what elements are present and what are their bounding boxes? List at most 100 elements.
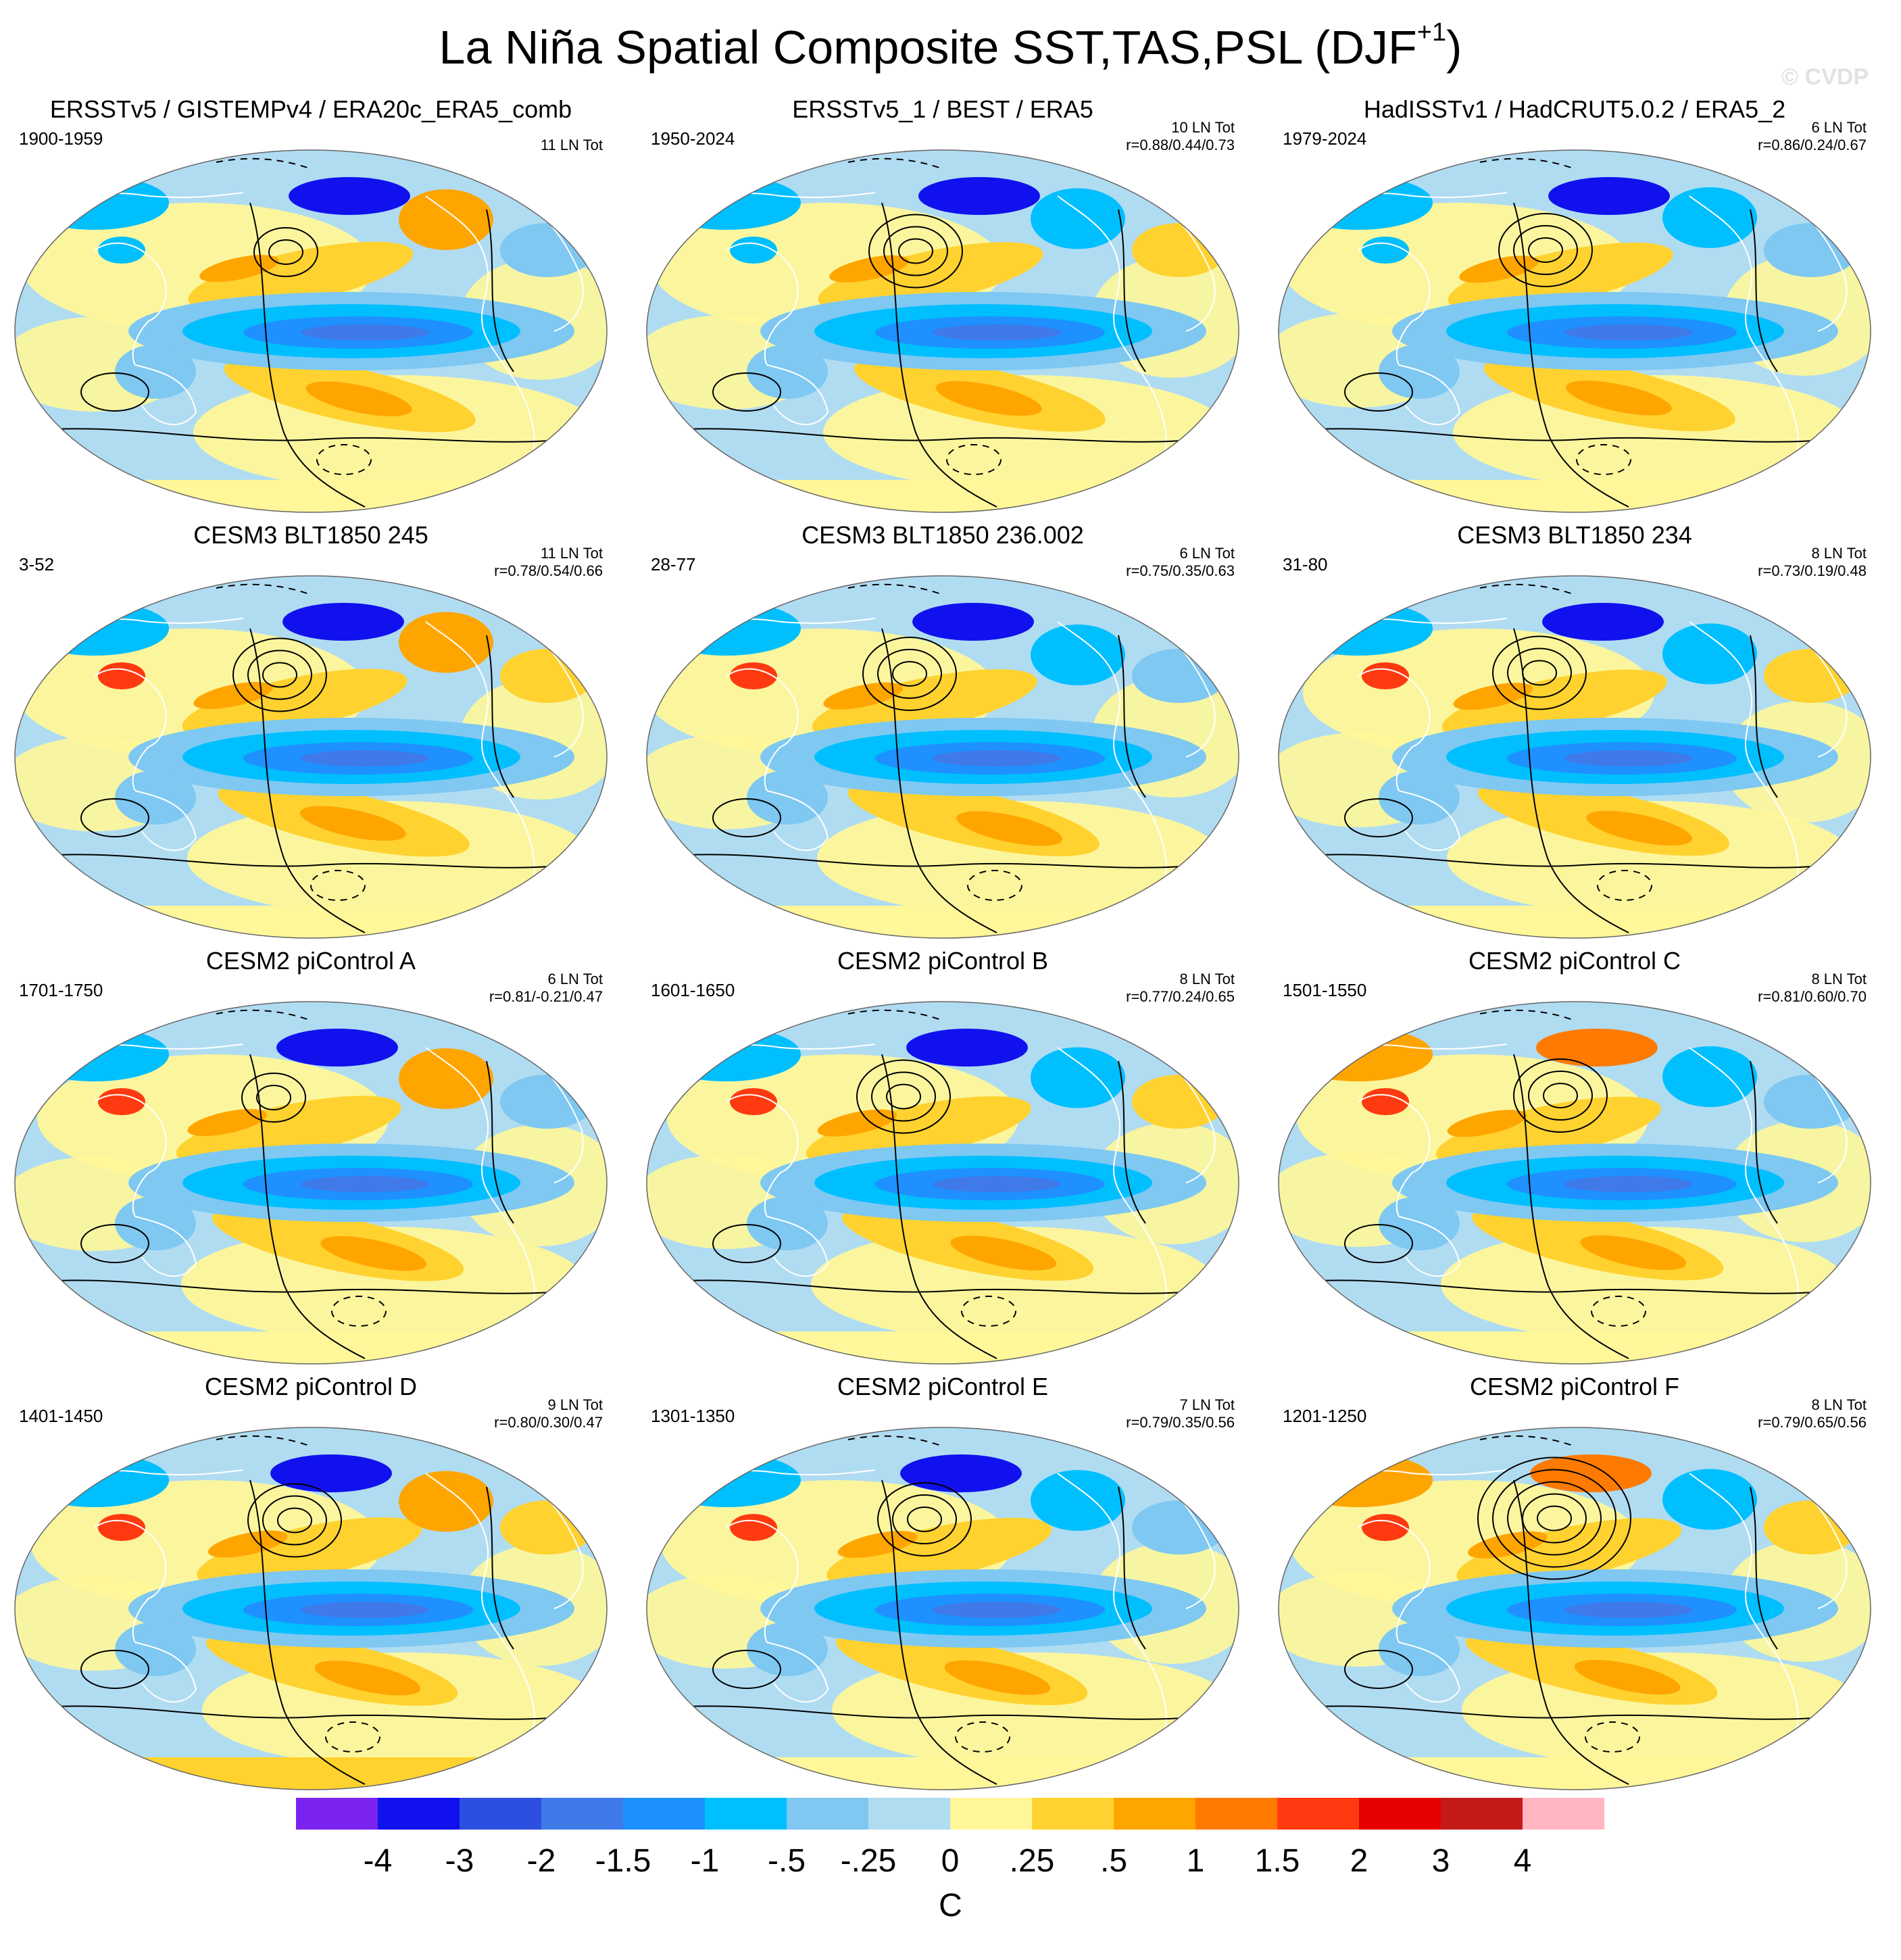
map-field — [1279, 1002, 1871, 1364]
colorbar-swatch — [378, 1798, 460, 1830]
psl-contours — [15, 1435, 607, 1785]
colorbar-swatch — [868, 1798, 950, 1830]
panel-event-count: 6 LN Tot r=0.86/0.24/0.67 — [1758, 119, 1867, 154]
psl-contours — [647, 1435, 1239, 1785]
colorbar-swatch — [950, 1798, 1032, 1830]
panel-count-text: 8 LN Tot — [1811, 1396, 1867, 1413]
panel-event-count: 6 LN Tot r=0.75/0.35/0.63 — [1126, 545, 1235, 580]
panel-years: 1950-2024 — [651, 128, 735, 149]
panel-event-count: 9 LN Tot r=0.80/0.30/0.47 — [494, 1396, 603, 1431]
colorbar-units: C — [939, 1888, 962, 1924]
panel-count-text: 11 LN Tot — [540, 137, 603, 153]
panel-count-text: 6 LN Tot — [1179, 545, 1235, 562]
map-field — [647, 150, 1239, 512]
map-field — [1279, 576, 1871, 938]
panel-event-count: 8 LN Tot r=0.77/0.24/0.65 — [1126, 971, 1235, 1006]
map-panel: HadISSTv1 / HadCRUT5.0.2 / ERA5_2 1979-20… — [1270, 95, 1879, 514]
figure-title: La Niña Spatial Composite SST,TAS,PSL (D… — [439, 18, 1462, 74]
robinson-map — [646, 1427, 1239, 1790]
robinson-map — [14, 575, 608, 939]
map-field — [1279, 150, 1871, 512]
panel-title: CESM3 BLT1850 236.002 — [801, 521, 1084, 549]
panel-count-text: 11 LN Tot — [540, 545, 603, 562]
panel-count-text: 8 LN Tot — [1811, 545, 1867, 562]
colorbar-swatch — [296, 1798, 378, 1830]
colorbar-tick-label: -1 — [690, 1843, 720, 1879]
panel-years: 31-80 — [1283, 554, 1328, 574]
psl-contours — [15, 157, 607, 508]
psl-contours — [1279, 1009, 1871, 1359]
panel-years: 1201-1250 — [1283, 1406, 1367, 1426]
robinson-map — [646, 575, 1239, 939]
panel-title: CESM2 piControl B — [837, 947, 1049, 975]
colorbar-swatch — [1359, 1798, 1441, 1830]
colorbar-tick-label: .5 — [1100, 1843, 1128, 1879]
panel-correlation: r=0.88/0.44/0.73 — [1126, 137, 1235, 153]
map-panel: CESM3 BLT1850 245 3-52 11 LN Tot r=0.78/0.5… — [7, 520, 615, 939]
map-panel: CESM2 piControl B 1601-1650 8 LN Tot r=0.77… — [639, 946, 1247, 1365]
panel-correlation: r=0.79/0.65/0.56 — [1758, 1414, 1867, 1431]
panel-years: 3-52 — [19, 554, 55, 574]
colorbar-swatch — [1114, 1798, 1195, 1830]
panel-count-text: 6 LN Tot — [547, 971, 603, 987]
panel-event-count: 8 LN Tot r=0.81/0.60/0.70 — [1758, 971, 1867, 1006]
panel-years: 1701-1750 — [19, 980, 103, 1000]
psl-contours — [1279, 583, 1871, 933]
panel-count-text: 9 LN Tot — [547, 1396, 603, 1413]
map-field — [15, 1002, 607, 1364]
colorbar — [296, 1798, 1604, 1830]
panel-correlation: r=0.80/0.30/0.47 — [494, 1414, 603, 1431]
panel-title: CESM2 piControl A — [205, 947, 416, 975]
psl-contours — [647, 583, 1239, 933]
map-panel: ERSSTv5_1 / BEST / ERA5 1950-2024 10 LN To… — [639, 95, 1247, 514]
panel-correlation: r=0.81/0.60/0.70 — [1758, 988, 1867, 1005]
colorbar-swatch — [787, 1798, 868, 1830]
panel-correlation: r=0.78/0.54/0.66 — [494, 562, 603, 579]
panel-years: 1401-1450 — [19, 1406, 103, 1426]
map-panel: CESM3 BLT1850 234 31-80 8 LN Tot r=0.73/0.1… — [1270, 520, 1879, 939]
panel-years: 28-77 — [651, 554, 696, 574]
panel-title: CESM3 BLT1850 245 — [193, 521, 428, 549]
psl-contours — [647, 1009, 1239, 1359]
colorbar-swatch — [705, 1798, 787, 1830]
panel-correlation: r=0.75/0.35/0.63 — [1126, 562, 1235, 579]
panel-correlation: r=0.81/-0.21/0.47 — [489, 988, 603, 1005]
panel-title: ERSSTv5_1 / BEST / ERA5 — [792, 95, 1093, 123]
colorbar-swatch — [541, 1798, 623, 1830]
colorbar-tick-label: 3 — [1431, 1843, 1450, 1879]
panel-years: 1301-1350 — [651, 1406, 735, 1426]
panel-count-text: 7 LN Tot — [1179, 1396, 1235, 1413]
panel-correlation: r=0.77/0.24/0.65 — [1126, 988, 1235, 1005]
map-panel: CESM2 piControl C 1501-1550 8 LN Tot r=0.81… — [1270, 946, 1879, 1365]
panel-event-count: 11 LN Tot — [541, 137, 603, 154]
panel-years: 1601-1650 — [651, 980, 735, 1000]
panel-years: 1979-2024 — [1283, 128, 1367, 149]
colorbar-tick-label: 4 — [1513, 1843, 1532, 1879]
colorbar-tick-label: -4 — [363, 1843, 393, 1879]
robinson-map — [14, 149, 608, 513]
colorbar-swatch — [460, 1798, 541, 1830]
map-field — [1279, 1427, 1871, 1790]
panel-event-count: 8 LN Tot r=0.73/0.19/0.48 — [1758, 545, 1867, 580]
colorbar-tick-label: 2 — [1350, 1843, 1368, 1879]
panel-event-count: 6 LN Tot r=0.81/-0.21/0.47 — [489, 971, 603, 1006]
panel-count-text: 8 LN Tot — [1179, 971, 1235, 987]
psl-contours — [15, 583, 607, 933]
map-panel: CESM2 piControl D 1401-1450 9 LN Tot r=0.80… — [7, 1372, 615, 1791]
panel-correlation: r=0.86/0.24/0.67 — [1758, 137, 1867, 153]
map-panel: CESM2 piControl E 1301-1350 7 LN Tot r=0.79… — [639, 1372, 1247, 1791]
colorbar-swatch — [1441, 1798, 1523, 1830]
colorbar-tick-label: -.5 — [767, 1843, 806, 1879]
colorbar-tick-label: -3 — [445, 1843, 474, 1879]
colorbar-swatch — [1032, 1798, 1114, 1830]
panel-title: CESM2 piControl C — [1468, 947, 1681, 975]
colorbar-tick-label: 1 — [1186, 1843, 1205, 1879]
panel-event-count: 8 LN Tot r=0.79/0.65/0.56 — [1758, 1396, 1867, 1431]
colorbar-swatch — [1277, 1798, 1359, 1830]
panel-title: CESM2 piControl E — [837, 1373, 1049, 1400]
panel-years: 1501-1550 — [1283, 980, 1367, 1000]
robinson-map — [1278, 149, 1871, 513]
panel-correlation: r=0.79/0.35/0.56 — [1126, 1414, 1235, 1431]
psl-contours — [647, 157, 1239, 508]
panel-count-text: 6 LN Tot — [1811, 119, 1867, 136]
